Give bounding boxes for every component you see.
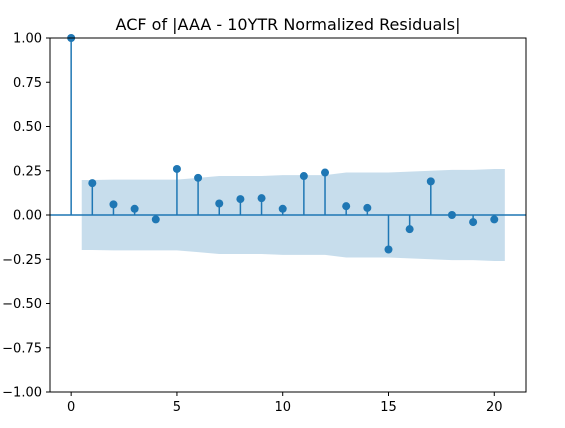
chart-title: ACF of |AAA - 10YTR Normalized Residuals… <box>116 15 461 34</box>
acf-point <box>172 164 181 173</box>
x-tick-label: 5 <box>173 400 181 415</box>
y-tick-label: −0.75 <box>2 341 42 356</box>
y-tick-label: −0.50 <box>2 297 42 312</box>
acf-point <box>194 173 203 182</box>
acf-point <box>363 203 372 212</box>
y-tick-label: −1.00 <box>2 386 42 401</box>
x-tick-label: 20 <box>486 400 503 415</box>
y-tick-label: 0.00 <box>13 209 42 224</box>
acf-point <box>321 168 330 177</box>
y-tick-label: 0.25 <box>13 164 42 179</box>
acf-point <box>299 172 308 181</box>
x-tick-label: 15 <box>380 400 397 415</box>
acf-point <box>257 194 266 203</box>
acf-point <box>236 195 245 204</box>
y-tick-label: 0.50 <box>13 120 42 135</box>
acf-point <box>215 199 224 208</box>
acf-point <box>490 215 499 224</box>
acf-point <box>405 225 414 234</box>
y-axis: −1.00 −0.75 −0.50 −0.25 0.00 0.25 0.50 0.75 1.00 <box>2 32 50 401</box>
acf-point <box>278 204 287 213</box>
y-tick-label: −0.25 <box>2 253 42 268</box>
acf-point <box>342 202 351 211</box>
acf-point <box>426 177 435 186</box>
x-tick-label: 10 <box>274 400 291 415</box>
x-axis: 0 5 10 15 20 <box>67 392 503 415</box>
y-tick-label: 1.00 <box>13 32 42 47</box>
acf-point <box>151 215 160 224</box>
acf-point <box>130 204 139 213</box>
x-tick-label: 0 <box>67 400 75 415</box>
acf-point <box>469 218 478 227</box>
acf-point <box>384 245 393 254</box>
acf-point <box>88 179 97 188</box>
acf-point <box>447 211 456 219</box>
y-tick-label: 0.75 <box>13 76 42 91</box>
acf-point <box>109 200 118 209</box>
